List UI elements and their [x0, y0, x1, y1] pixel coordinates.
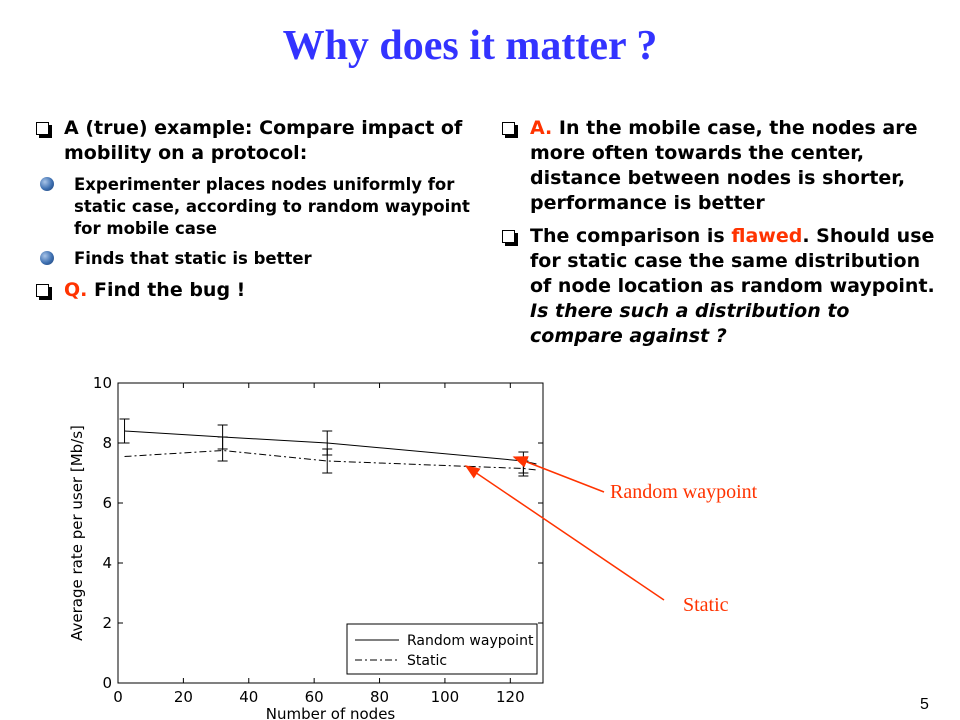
question-text: Find the bug ! — [87, 279, 246, 301]
left-column: A (true) example: Compare impact of mobi… — [34, 116, 474, 311]
square-bullet-icon — [502, 230, 515, 243]
comparison-question: Is there such a distribution to compare … — [530, 300, 850, 347]
static-callout: Static — [683, 594, 729, 616]
legend-label: Random waypoint — [407, 633, 534, 649]
answer-text: In the mobile case, the nodes are more o… — [530, 117, 918, 214]
bullet-example: A (true) example: Compare impact of mobi… — [34, 116, 474, 166]
x-tick-label: 120 — [496, 688, 525, 706]
y-axis-label: Average rate per user [Mb/s] — [68, 425, 86, 641]
x-tick-label: 100 — [431, 688, 460, 706]
y-tick-label: 2 — [102, 614, 112, 632]
y-tick-label: 4 — [102, 554, 112, 572]
y-tick-label: 6 — [102, 494, 112, 512]
sub-bullet-placement: Experimenter places nodes uniformly for … — [34, 174, 474, 240]
square-bullet-icon — [502, 122, 515, 135]
x-tick-label: 80 — [370, 688, 389, 706]
x-tick-label: 20 — [174, 688, 193, 706]
square-bullet-icon — [36, 284, 49, 297]
x-tick-label: 40 — [239, 688, 258, 706]
rate-vs-nodes-chart: 0 20 40 60 80 100 120 0 2 4 6 8 10 Number of nodes Ave… — [68, 374, 544, 720]
static-arrow — [464, 465, 665, 601]
bullet-answer: A. In the mobile case, the nodes are mor… — [500, 116, 945, 216]
x-tick-label: 0 — [113, 688, 123, 706]
right-column: A. In the mobile case, the nodes are mor… — [500, 116, 945, 357]
bullet-example-text: A (true) example: Compare impact of mobi… — [64, 117, 463, 164]
bullet-comparison: The comparison is flawed. Should use for… — [500, 224, 945, 349]
static-line — [124, 449, 537, 471]
x-tick-label: 60 — [305, 688, 324, 706]
legend-label: Static — [407, 653, 447, 669]
comparison-text-2: . Should use for static case the same di… — [530, 225, 935, 297]
flawed-word: flawed — [731, 225, 803, 247]
random-waypoint-callout: Random waypoint — [610, 481, 758, 503]
bullet-question: Q. Find the bug ! — [34, 278, 474, 303]
y-tick-label: 8 — [102, 434, 112, 452]
sub-bullet-placement-text: Experimenter places nodes uniformly for … — [74, 175, 470, 238]
square-bullet-icon — [36, 122, 49, 135]
comparison-text-1: The comparison is — [530, 225, 732, 247]
answer-prefix: A. — [530, 117, 553, 139]
y-tick-label: 0 — [102, 674, 112, 692]
plot-frame — [117, 382, 544, 684]
y-tick-label: 10 — [93, 374, 112, 392]
legend-box — [346, 623, 538, 675]
sub-bullet-result-text: Finds that static is better — [74, 249, 312, 268]
round-bullet-icon — [40, 251, 54, 265]
random-waypoint-arrow — [512, 456, 605, 493]
sub-bullet-result: Finds that static is better — [34, 248, 474, 270]
slide-title: Why does it matter ? — [282, 23, 658, 69]
round-bullet-icon — [40, 177, 54, 191]
x-axis-label: Number of nodes — [266, 705, 396, 720]
question-prefix: Q. — [64, 279, 88, 301]
page-number: 5 — [920, 696, 929, 713]
